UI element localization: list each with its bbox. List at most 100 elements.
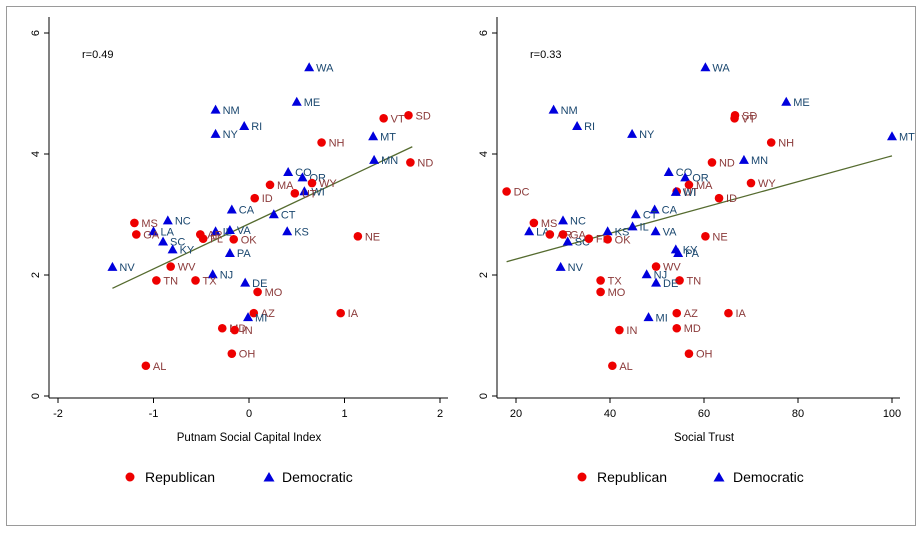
point-md (672, 323, 682, 333)
point-label-tn: TN (163, 275, 178, 287)
y-tick-label: 2 (478, 272, 490, 278)
point-tn (152, 276, 161, 285)
y-tick-label: 4 (478, 151, 490, 157)
point-label-fl: FL (210, 234, 223, 246)
legend-republican-label: Republican (145, 469, 215, 485)
point-nv (555, 261, 566, 271)
point-label-wv: WV (178, 262, 196, 274)
point-nm (210, 104, 221, 114)
point-label-nc: NC (570, 216, 586, 228)
point-ct (268, 209, 279, 219)
point-ct (630, 209, 641, 219)
point-tx (191, 276, 200, 285)
point-mt (887, 131, 897, 141)
point-label-ct: CT (281, 210, 296, 222)
point-ca (226, 204, 237, 214)
point-il (627, 221, 638, 231)
point-la (524, 226, 535, 236)
point-label-sc: SC (170, 237, 185, 249)
point-oh (227, 349, 237, 358)
panel-social-trust: 20 40 60 80 100 0 2 4 6 Social Trust r=0.33 WA NM ME S… (478, 17, 915, 444)
point-label-wy: WY (319, 178, 337, 190)
point-ok (603, 235, 612, 244)
point-nh (766, 138, 776, 147)
point-fl (584, 234, 594, 243)
point-ks (602, 226, 613, 236)
y-tick-label: 4 (30, 151, 42, 157)
point-label-wi: WI (683, 187, 696, 199)
point-label-sd: SD (742, 110, 757, 122)
point-label-ms: MS (141, 218, 158, 230)
point-label-sd: SD (415, 110, 430, 122)
point-nc (162, 215, 173, 225)
y-tick-label: 6 (478, 30, 490, 36)
point-al (141, 361, 151, 371)
point-wi (299, 186, 310, 196)
point-label-ca: CA (239, 205, 255, 217)
point-ri (572, 120, 583, 130)
point-ga (132, 230, 141, 239)
point-mo (253, 287, 262, 297)
point-co (663, 166, 674, 176)
x-tick-label: 100 (883, 408, 901, 420)
point-il (210, 226, 221, 236)
point-label-mt: MT (899, 131, 915, 143)
point-label-ri: RI (584, 121, 595, 133)
point-ia (336, 308, 345, 318)
point-mn (738, 154, 749, 164)
y-tick-label: 2 (30, 272, 42, 278)
point-label-de: DE (663, 278, 678, 290)
x-tick-label: 0 (246, 408, 252, 420)
point-tn (675, 276, 684, 285)
point-ar (545, 230, 555, 239)
point-nd (707, 158, 717, 167)
point-nj (641, 269, 652, 279)
point-label-md: MD (684, 323, 701, 335)
x-tick-label: 60 (698, 408, 710, 420)
point-sd (404, 110, 413, 120)
point-label-tn: TN (687, 275, 702, 287)
point-ma (684, 180, 694, 190)
point-label-la: LA (161, 226, 175, 238)
point-label-mo: MO (608, 287, 626, 299)
legend: Republican Democratic Republican Democra… (125, 469, 804, 485)
point-ms (529, 218, 539, 228)
x-tick-label: 80 (792, 408, 804, 420)
point-label-mn: MN (381, 155, 398, 167)
point-label-nd: ND (719, 157, 735, 169)
point-id (250, 193, 260, 203)
point-la (148, 226, 159, 236)
point-ma (265, 180, 275, 190)
point-ca (649, 204, 660, 214)
point-sc (562, 236, 573, 246)
correlation-annotation: r=0.49 (82, 49, 114, 61)
point-va (224, 225, 235, 235)
point-label-ri: RI (251, 121, 262, 133)
point-label-me: ME (304, 97, 321, 109)
point-label-ma: MA (696, 180, 713, 192)
point-label-nj: NJ (220, 269, 233, 281)
point-label-ga: GA (143, 229, 160, 241)
point-label-wv: WV (663, 262, 681, 274)
legend-republican-label-right: Republican (597, 469, 667, 485)
point-wy (307, 178, 317, 188)
point-ut (290, 189, 300, 198)
point-label-nd: ND (417, 157, 433, 169)
point-sc (158, 236, 169, 246)
point-label-ok: OK (615, 234, 632, 246)
point-az (672, 308, 682, 318)
point-label-oh: OH (696, 349, 713, 361)
legend-democratic-marker (263, 472, 275, 482)
point-mi (243, 312, 254, 322)
point-va (650, 226, 661, 236)
point-ia (724, 308, 733, 318)
point-label-or: OR (692, 173, 709, 185)
point-label-ms: MS (541, 218, 558, 230)
point-oh (684, 349, 694, 358)
point-ne (353, 231, 363, 241)
point-label-ky: KY (180, 245, 195, 257)
point-label-mi: MI (255, 312, 267, 324)
point-label-tx: TX (608, 275, 623, 287)
point-label-al: AL (619, 361, 632, 373)
point-ks (282, 226, 293, 236)
